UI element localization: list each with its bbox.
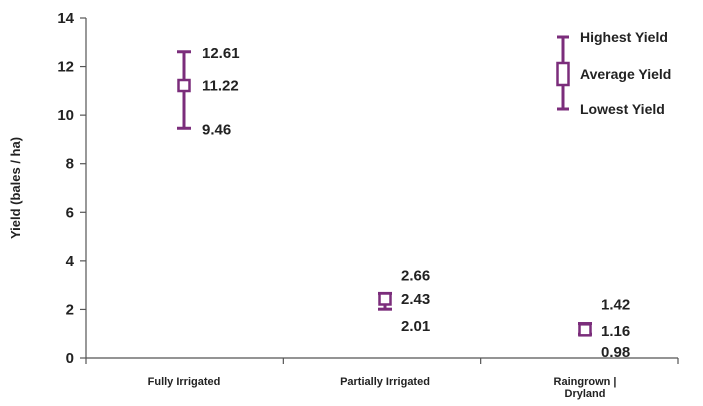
average-yield-marker (378, 292, 392, 306)
legend-average-marker (556, 61, 570, 87)
y-tick-label: 4 (66, 253, 75, 270)
y-tick-label: 10 (57, 107, 74, 124)
y-tick-label: 0 (66, 350, 74, 367)
x-category-label: Dryland (565, 388, 606, 400)
y-tick-label: 6 (66, 204, 74, 221)
y-axis-title: Yield (bales / ha) (8, 137, 23, 239)
average-yield-data-label: 1.16 (601, 323, 630, 340)
average-yield-data-label: 2.43 (401, 291, 430, 308)
chart-marks: 12.61 11.22 9.46 2.66 2.43 2.01 1.42 1.16 0.98 (177, 45, 630, 361)
legend: Highest Yield Average Yield Lowest Yield (556, 29, 671, 117)
legend-label-highest: Highest Yield (580, 29, 668, 45)
lowest-yield-data-label: 9.46 (202, 121, 231, 138)
x-category-label: Raingrown | (554, 376, 617, 388)
legend-label-lowest: Lowest Yield (580, 101, 665, 117)
axes: 0 2 4 6 8 10 12 14 Fully Irrigated Partially Irri… (8, 10, 679, 400)
y-tick-label: 8 (66, 156, 74, 173)
highest-yield-data-label: 12.61 (202, 45, 240, 62)
y-tick-label: 14 (57, 10, 74, 27)
x-category-label: Fully Irrigated (148, 376, 221, 388)
lowest-yield-data-label: 2.01 (401, 318, 430, 335)
average-yield-data-label: 11.22 (202, 78, 239, 95)
average-yield-marker (578, 323, 592, 337)
y-tick-label: 12 (57, 59, 74, 76)
lowest-yield-data-label: 0.98 (601, 344, 630, 361)
highest-yield-data-label: 2.66 (401, 267, 430, 284)
highest-yield-data-label: 1.42 (601, 297, 630, 314)
legend-label-average: Average Yield (580, 66, 671, 82)
average-yield-marker (177, 78, 191, 93)
x-category-label: Partially Irrigated (340, 376, 430, 388)
y-tick-label: 2 (66, 301, 74, 318)
